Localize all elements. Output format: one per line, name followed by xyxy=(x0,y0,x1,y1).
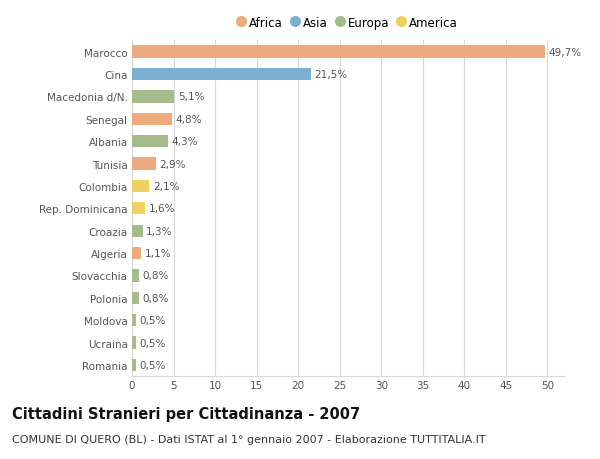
Bar xyxy=(132,91,175,103)
Text: 1,1%: 1,1% xyxy=(145,248,171,258)
Text: 0,5%: 0,5% xyxy=(139,338,166,348)
Bar xyxy=(132,337,136,349)
Text: 1,3%: 1,3% xyxy=(146,226,173,236)
Text: 0,5%: 0,5% xyxy=(139,360,166,370)
Text: 0,8%: 0,8% xyxy=(142,293,169,303)
Bar xyxy=(132,270,139,282)
Bar xyxy=(132,180,149,193)
Bar xyxy=(132,113,172,126)
Text: 4,3%: 4,3% xyxy=(171,137,197,147)
Bar xyxy=(132,292,139,304)
Text: 2,9%: 2,9% xyxy=(160,159,186,169)
Bar xyxy=(132,225,143,237)
Bar xyxy=(132,203,145,215)
Bar xyxy=(132,247,141,260)
Bar xyxy=(132,359,136,371)
Text: 21,5%: 21,5% xyxy=(314,70,347,80)
Text: 0,8%: 0,8% xyxy=(142,271,169,281)
Text: COMUNE DI QUERO (BL) - Dati ISTAT al 1° gennaio 2007 - Elaborazione TUTTITALIA.I: COMUNE DI QUERO (BL) - Dati ISTAT al 1° … xyxy=(12,434,485,444)
Text: 0,5%: 0,5% xyxy=(139,315,166,325)
Bar xyxy=(132,46,545,59)
Bar xyxy=(132,136,168,148)
Text: 5,1%: 5,1% xyxy=(178,92,204,102)
Bar xyxy=(132,158,156,170)
Legend: Africa, Asia, Europa, America: Africa, Asia, Europa, America xyxy=(236,14,460,32)
Text: 2,1%: 2,1% xyxy=(153,181,179,191)
Bar xyxy=(132,314,136,327)
Text: 49,7%: 49,7% xyxy=(548,47,581,57)
Bar xyxy=(132,69,311,81)
Text: Cittadini Stranieri per Cittadinanza - 2007: Cittadini Stranieri per Cittadinanza - 2… xyxy=(12,406,360,421)
Text: 4,8%: 4,8% xyxy=(175,114,202,124)
Text: 1,6%: 1,6% xyxy=(149,204,175,214)
